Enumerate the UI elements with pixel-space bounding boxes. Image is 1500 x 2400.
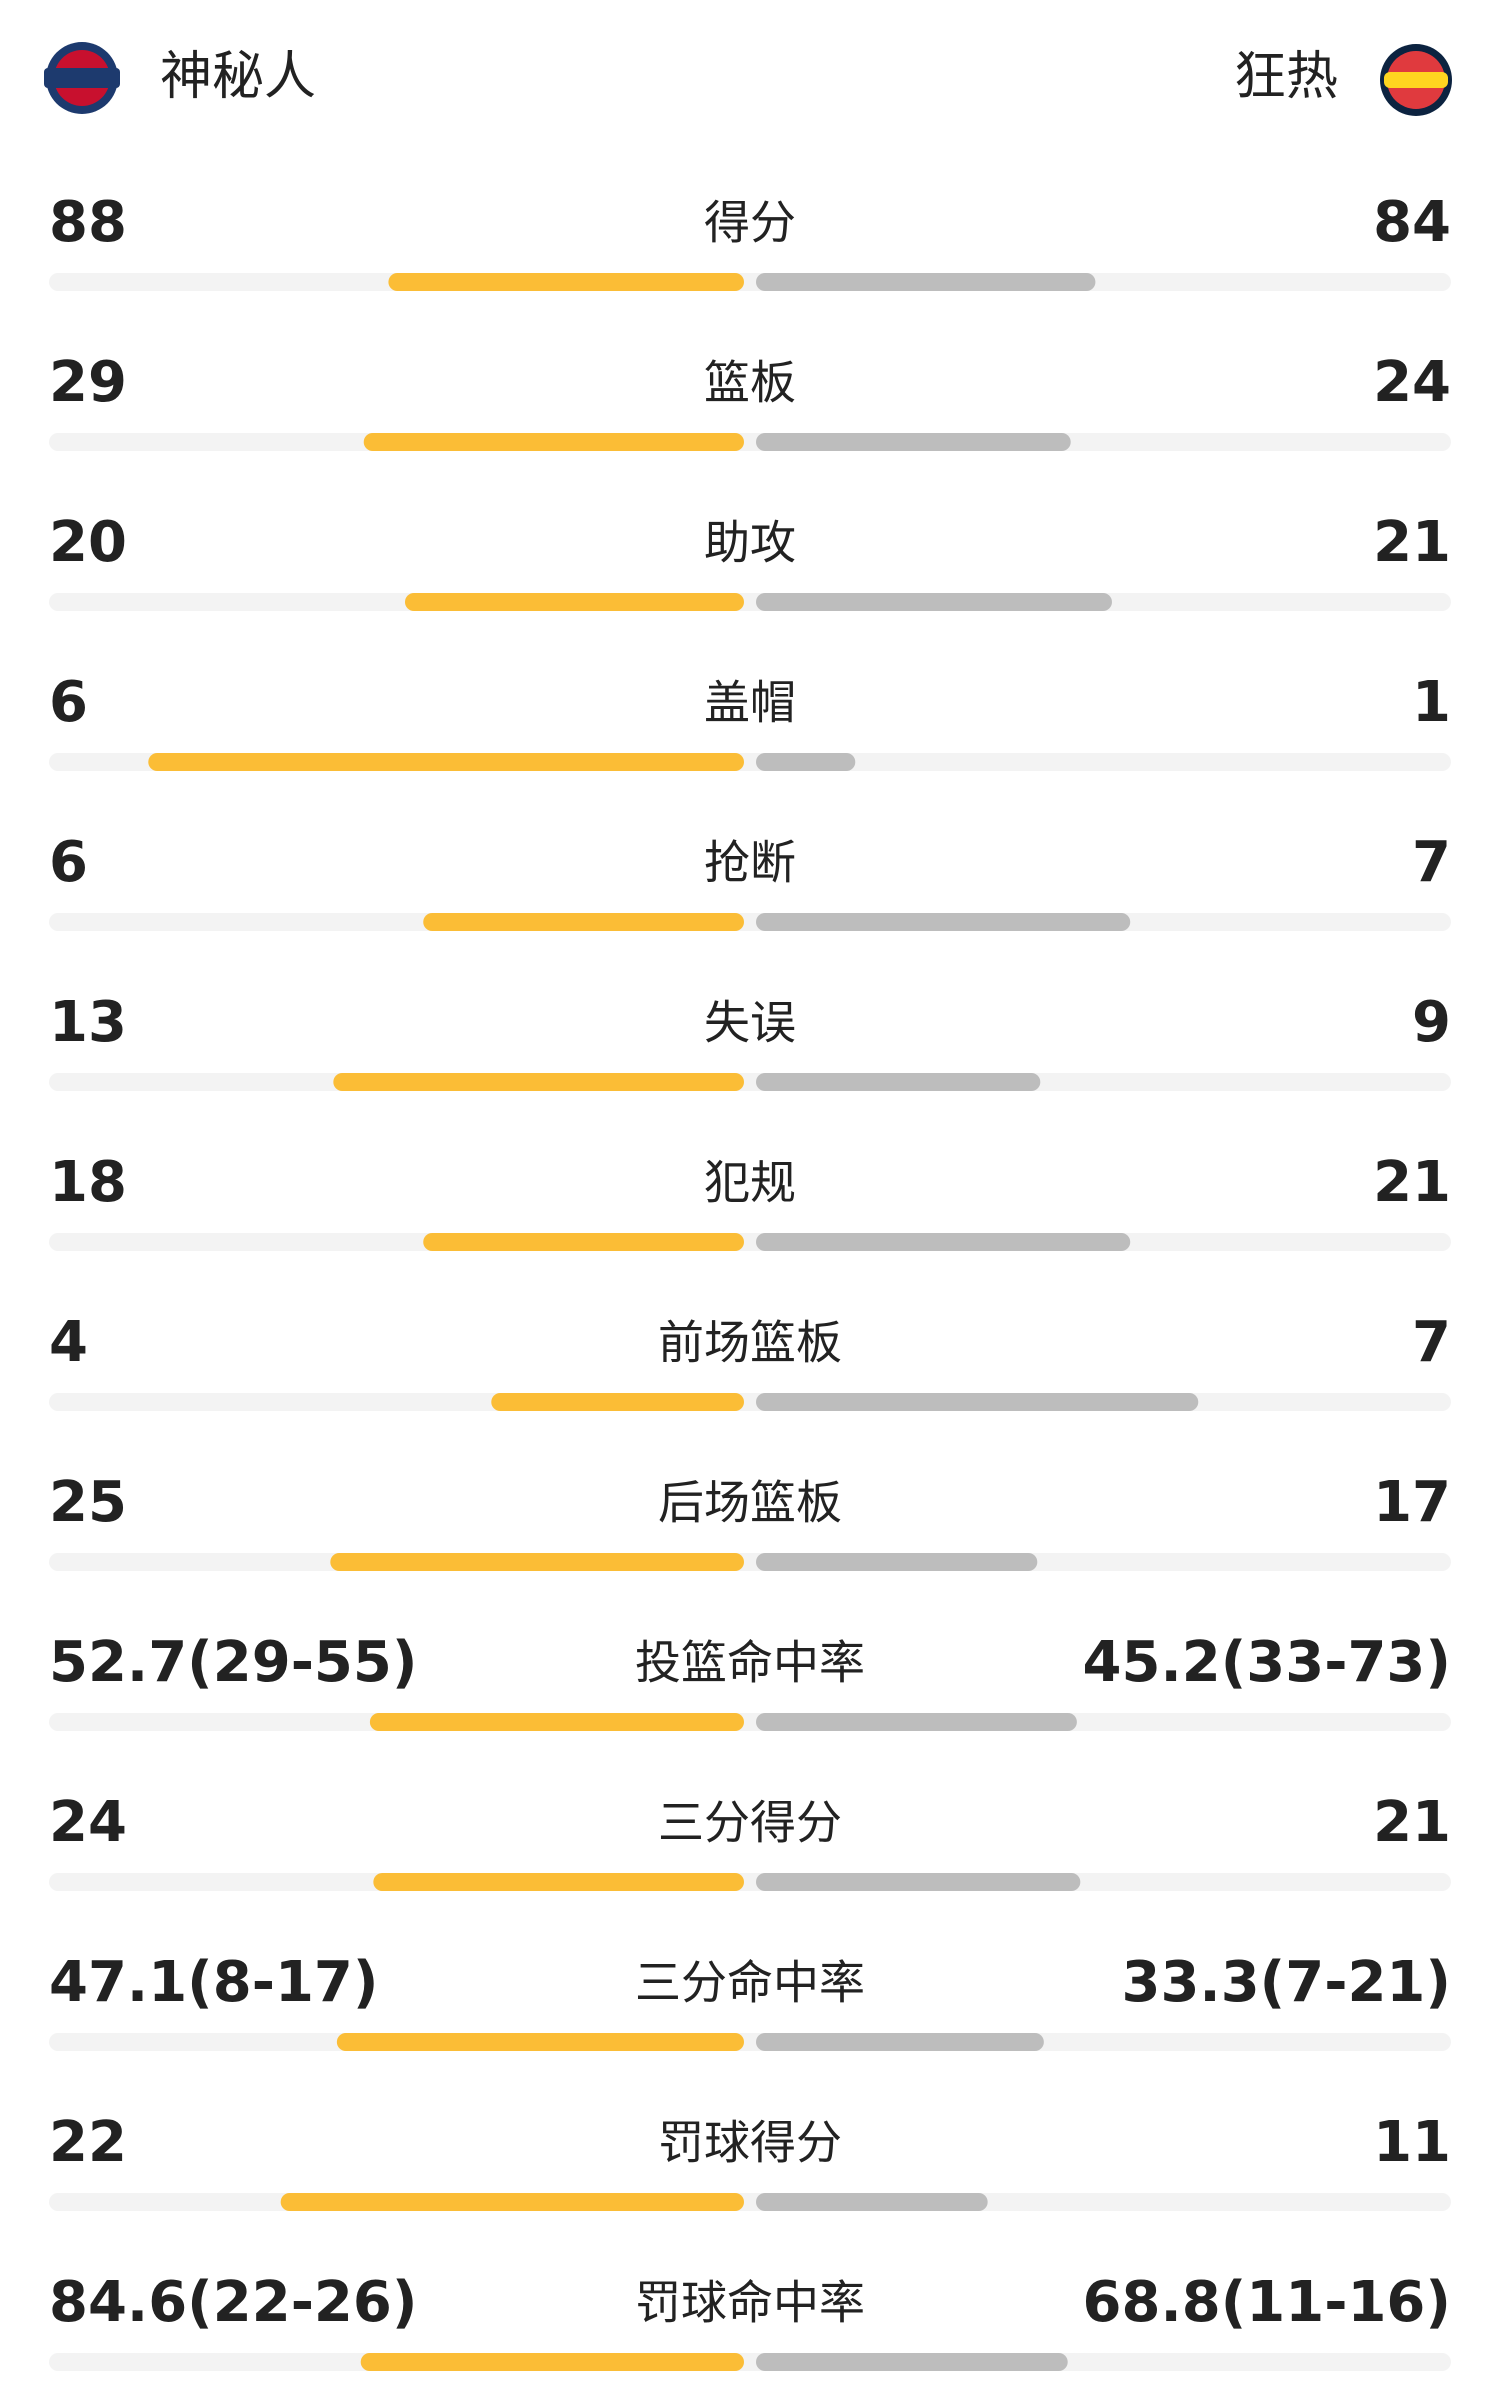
home-bar xyxy=(404,593,744,611)
home-value: 47.1(8-17) xyxy=(49,1950,379,2015)
away-bar xyxy=(756,2353,1068,2371)
stat-label: 前场篮板 xyxy=(658,1316,842,1370)
home-bar xyxy=(148,753,745,771)
bar-track xyxy=(49,1233,1451,1251)
away-bar xyxy=(756,593,1112,611)
home-bar xyxy=(280,2193,744,2211)
bar-track xyxy=(49,593,1451,611)
home-team-name: 神秘人 xyxy=(160,47,316,107)
home-bar xyxy=(388,273,744,291)
away-value: 1 xyxy=(1412,670,1451,735)
stat-label: 得分 xyxy=(704,196,796,250)
home-value: 22 xyxy=(49,2110,127,2175)
home-logo xyxy=(44,42,120,114)
bar-track xyxy=(49,433,1451,451)
away-value: 33.3(7-21) xyxy=(1122,1950,1452,2015)
home-value: 4 xyxy=(49,1310,88,1375)
stat-label: 抢断 xyxy=(704,836,796,890)
home-value: 84.6(22-26) xyxy=(49,2270,417,2335)
home-value: 29 xyxy=(49,350,127,415)
away-value: 21 xyxy=(1373,1790,1451,1855)
home-bar xyxy=(363,433,744,451)
away-logo xyxy=(1380,44,1452,116)
stat-label: 盖帽 xyxy=(704,676,796,730)
home-bar xyxy=(369,1713,744,1731)
away-bar xyxy=(756,913,1131,931)
bar-track xyxy=(49,273,1451,291)
away-value: 7 xyxy=(1412,1310,1451,1375)
home-value: 20 xyxy=(49,510,127,575)
bar-track xyxy=(49,2353,1451,2371)
bar-track xyxy=(49,2193,1451,2211)
away-value: 9 xyxy=(1412,990,1451,1055)
bar-track xyxy=(49,2033,1451,2051)
bar-track xyxy=(49,1553,1451,1571)
away-bar xyxy=(756,753,856,771)
away-value: 84 xyxy=(1373,190,1451,255)
home-bar xyxy=(330,1553,744,1571)
away-team-name: 狂热 xyxy=(1234,47,1338,107)
away-bar xyxy=(756,433,1071,451)
home-value: 25 xyxy=(49,1470,127,1535)
home-bar xyxy=(373,1873,744,1891)
stat-label: 助攻 xyxy=(704,516,796,570)
away-bar xyxy=(756,1393,1199,1411)
home-bar xyxy=(333,1073,744,1091)
home-bar xyxy=(336,2033,744,2051)
stat-label: 后场篮板 xyxy=(658,1476,842,1530)
away-value: 45.2(33-73) xyxy=(1083,1630,1451,1695)
stat-label: 失误 xyxy=(704,996,796,1050)
away-value: 11 xyxy=(1373,2110,1451,2175)
bar-track xyxy=(49,1393,1451,1411)
home-value: 13 xyxy=(49,990,127,1055)
away-value: 24 xyxy=(1373,350,1451,415)
stat-label: 三分得分 xyxy=(658,1796,842,1850)
away-value: 7 xyxy=(1412,830,1451,895)
home-bar xyxy=(423,913,744,931)
away-value: 68.8(11-16) xyxy=(1083,2270,1451,2335)
away-bar xyxy=(756,1553,1038,1571)
home-bar xyxy=(423,1233,744,1251)
away-bar xyxy=(756,2193,988,2211)
stat-label: 罚球命中率 xyxy=(635,2276,865,2330)
home-value: 52.7(29-55) xyxy=(49,1630,417,1695)
home-value: 18 xyxy=(49,1150,127,1215)
home-value: 6 xyxy=(49,830,88,895)
stat-label: 罚球得分 xyxy=(658,2116,842,2170)
away-bar xyxy=(756,1873,1081,1891)
away-bar xyxy=(756,1073,1041,1091)
away-bar xyxy=(756,1713,1077,1731)
home-value: 6 xyxy=(49,670,88,735)
stat-label: 篮板 xyxy=(704,356,796,410)
stat-label: 投篮命中率 xyxy=(635,1636,865,1690)
away-bar xyxy=(756,2033,1044,2051)
home-value: 24 xyxy=(49,1790,127,1855)
home-bar xyxy=(360,2353,744,2371)
away-value: 17 xyxy=(1373,1470,1451,1535)
bar-track xyxy=(49,1873,1451,1891)
away-bar xyxy=(756,1233,1131,1251)
away-bar xyxy=(756,273,1096,291)
stat-label: 三分命中率 xyxy=(635,1956,865,2010)
bar-track xyxy=(49,1073,1451,1091)
stat-label: 犯规 xyxy=(704,1156,796,1210)
away-value: 21 xyxy=(1373,510,1451,575)
home-bar xyxy=(491,1393,744,1411)
home-value: 88 xyxy=(49,190,127,255)
bar-track xyxy=(49,913,1451,931)
away-value: 21 xyxy=(1373,1150,1451,1215)
bar-track xyxy=(49,1713,1451,1731)
